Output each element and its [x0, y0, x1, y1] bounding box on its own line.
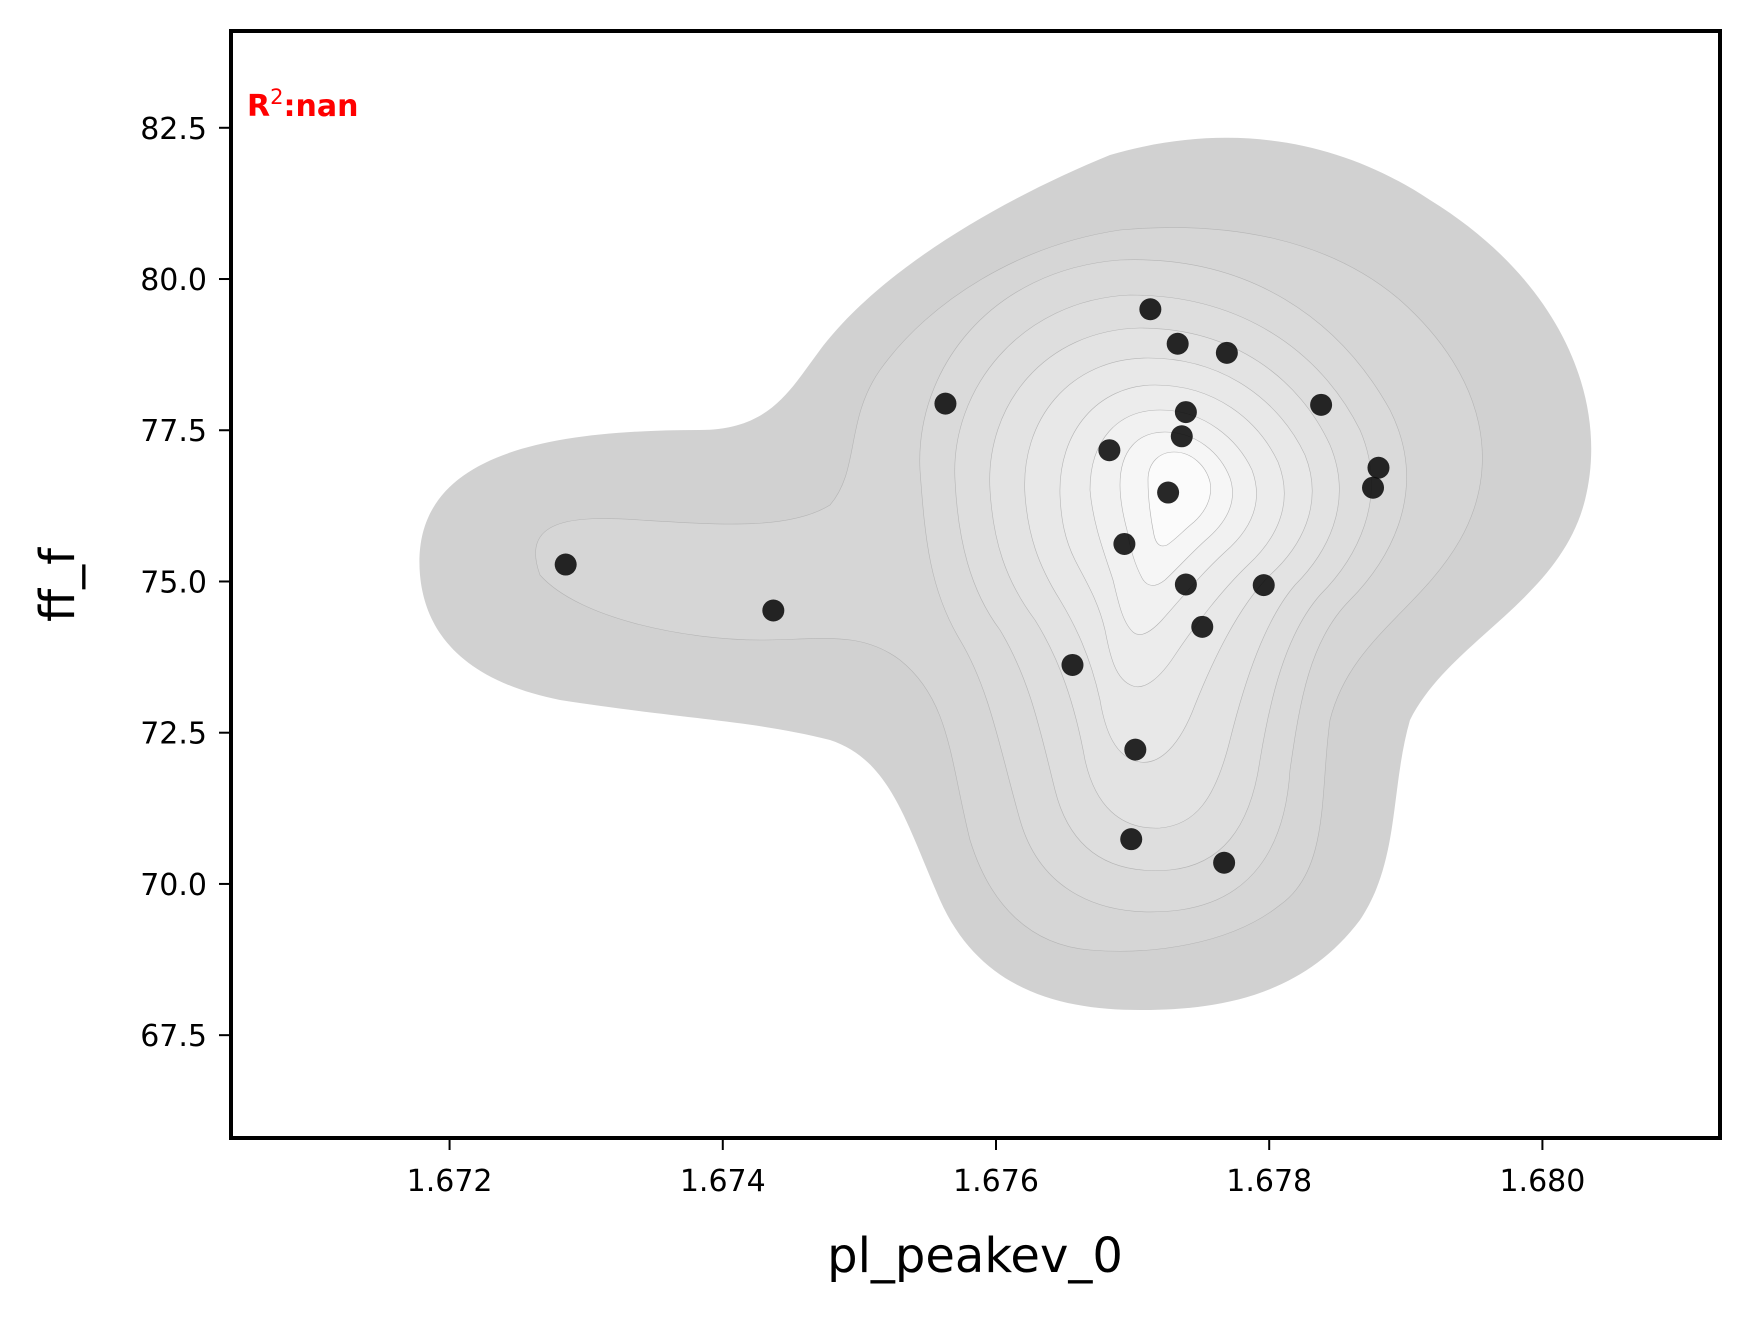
x-axis-title: pl_peakev_0: [827, 1228, 1123, 1284]
density-level-10: [1147, 451, 1211, 547]
y-tick-label: 75.0: [140, 565, 207, 600]
r-squared-prefix: R: [247, 89, 270, 124]
data-point-8: [1170, 425, 1193, 448]
data-point-18: [1061, 653, 1084, 676]
y-axis: 67.5 70.0 72.5 75.0 77.5 80.0 82.5: [140, 112, 231, 1054]
data-point-12: [1367, 456, 1390, 479]
data-point-4: [1139, 298, 1162, 321]
data-point-2: [762, 599, 785, 622]
data-point-15: [1174, 573, 1197, 596]
plot-frame: [229, 29, 1722, 1140]
y-tick-label: 72.5: [140, 717, 207, 752]
data-point-3: [934, 392, 957, 415]
data-point-20: [1120, 828, 1143, 851]
x-tick-label: 1.678: [1226, 1164, 1312, 1199]
data-point-19: [1124, 738, 1147, 761]
r-squared-suffix: :nan: [283, 89, 358, 124]
r-squared-annotation: R2:nan: [247, 85, 358, 124]
y-tick-label: 70.0: [140, 868, 207, 903]
r-squared-sup: 2: [270, 85, 283, 109]
x-tick-label: 1.676: [953, 1164, 1039, 1199]
data-point-11: [1310, 393, 1333, 416]
x-tick-label: 1.674: [680, 1164, 766, 1199]
y-tick-label: 77.5: [140, 414, 207, 449]
data-point-6: [1215, 341, 1238, 364]
data-point-17: [1191, 615, 1214, 638]
x-axis: 1.672 1.674 1.676 1.678 1.680: [407, 1138, 1585, 1199]
data-point-10: [1157, 481, 1180, 504]
data-point-9: [1098, 439, 1121, 462]
y-axis-title: ff_f: [30, 547, 86, 622]
y-tick-label: 82.5: [140, 112, 207, 147]
y-tick-label: 67.5: [140, 1019, 207, 1054]
data-points: [554, 298, 1390, 874]
data-point-14: [1113, 532, 1136, 555]
data-point-5: [1166, 332, 1189, 355]
data-point-13: [1362, 476, 1385, 499]
x-tick-label: 1.672: [407, 1164, 493, 1199]
data-point-16: [1252, 574, 1275, 597]
y-tick-label: 80.0: [140, 263, 207, 298]
data-point-21: [1213, 851, 1236, 874]
data-point-7: [1174, 401, 1197, 424]
data-point-1: [554, 553, 577, 576]
density-contours: [419, 137, 1592, 1010]
x-tick-label: 1.680: [1499, 1164, 1585, 1199]
